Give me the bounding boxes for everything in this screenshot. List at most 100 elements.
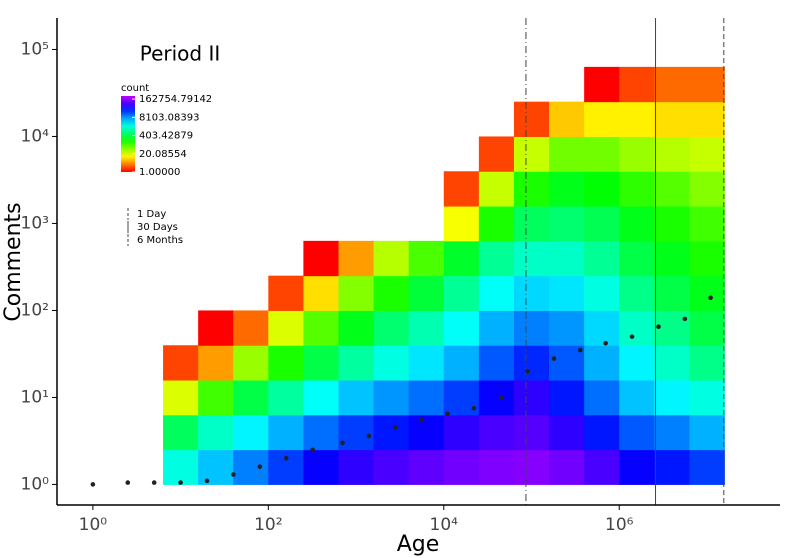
heatmap-cell (689, 380, 725, 416)
heatmap-cell (584, 310, 620, 346)
heatmap-cell (268, 345, 304, 381)
heatmap-cell (549, 240, 585, 277)
heatmap-cell (303, 414, 340, 451)
heatmap-cell (233, 345, 269, 381)
heatmap-cell (443, 171, 480, 207)
heatmap-cell (303, 240, 340, 277)
heatmap-cell (689, 101, 725, 137)
heatmap-cell (233, 414, 269, 451)
legend-label: 30 Days (137, 222, 178, 233)
median-point (445, 411, 450, 417)
colorbar (121, 96, 135, 172)
median-point (90, 482, 96, 487)
heatmap-cell (303, 380, 340, 416)
heatmap-cell (478, 414, 515, 451)
heatmap-cell (233, 310, 269, 346)
y-tick-label: 10² (21, 300, 49, 320)
heatmap-cell (689, 240, 725, 277)
heatmap-cell (689, 136, 725, 172)
heatmap-cell (619, 380, 655, 416)
heatmap-cell (303, 345, 340, 381)
heatmap-cell (619, 449, 655, 485)
heatmap-cell (513, 414, 550, 451)
median-point (682, 316, 688, 322)
heatmap-cell (689, 171, 725, 207)
median-point (366, 433, 372, 439)
median-point (340, 440, 345, 446)
median-point (257, 464, 263, 469)
heatmap-cell (268, 310, 304, 346)
heatmap-cell (654, 275, 690, 311)
x-tick-label: 10⁴ (430, 515, 459, 535)
heatmap-cell (338, 380, 375, 416)
heatmap-cell (549, 414, 585, 451)
colorbar-label: 8103.08393 (139, 112, 199, 123)
heatmap-cell (478, 275, 515, 311)
heatmap-cell (619, 206, 655, 242)
heatmap-cell (373, 449, 410, 485)
heatmap-cell (373, 240, 410, 277)
heatmap-cell (584, 380, 620, 416)
median-point (151, 480, 157, 485)
heatmap-cell (584, 206, 620, 242)
legend-label: 1 Day (137, 209, 166, 220)
heatmap-cell (619, 171, 655, 207)
heatmap-cell (654, 206, 690, 242)
heatmap-cell (619, 136, 655, 172)
heatmap-cell (654, 380, 690, 416)
colorbar-label: 1.00000 (139, 167, 180, 178)
median-point (392, 425, 398, 430)
heatmap-cell (584, 66, 620, 103)
heatmap-cell (689, 414, 725, 451)
y-tick-label: 10⁵ (21, 39, 49, 59)
heatmap-cell (478, 136, 515, 172)
y-tick-label: 10¹ (21, 387, 49, 407)
colorbar-title: count (121, 83, 149, 94)
heatmap-cell (338, 240, 375, 277)
heatmap-cell (654, 414, 690, 451)
heatmap-cell (163, 345, 199, 381)
median-point (204, 478, 210, 484)
heatmap-cell (549, 275, 585, 311)
heatmap-cell (408, 414, 445, 451)
heatmap-cell (513, 380, 550, 416)
annotation: Period II (140, 42, 221, 66)
y-axis-title: Comments (1, 202, 26, 321)
x-tick-label: 10⁶ (605, 515, 634, 535)
heatmap-cell (373, 310, 410, 346)
heatmap-cell (584, 240, 620, 277)
heatmap-cell (163, 449, 199, 485)
heatmap-cell (549, 380, 585, 416)
heatmap-cell (513, 240, 550, 277)
heatmap-cell (654, 171, 690, 207)
heatmap-cell (338, 414, 375, 451)
legend-label: 6 Months (137, 235, 183, 246)
y-tick-label: 10⁰ (21, 474, 50, 494)
x-tick-label: 10⁰ (79, 515, 108, 535)
heatmap-cell (478, 449, 515, 485)
heatmap-cell (584, 101, 620, 137)
heatmap-cell (584, 345, 620, 381)
heatmap-cell (373, 414, 410, 451)
y-tick-label: 10⁴ (21, 126, 50, 146)
heatmap-cell (198, 310, 234, 346)
median-point (283, 455, 289, 461)
colorbar-label: 403.42879 (139, 131, 193, 142)
heatmap-cell (513, 101, 550, 137)
heatmap-cell (443, 240, 480, 277)
median-point (471, 405, 477, 411)
heatmap-cell (443, 275, 480, 311)
heatmap-cell (303, 449, 340, 485)
heatmap-cell (513, 171, 550, 207)
heatmap-cell (513, 136, 550, 172)
heatmap-cell (268, 414, 304, 451)
heatmap-cell (513, 310, 550, 346)
median-point (178, 480, 183, 485)
heatmap-cell (198, 345, 234, 381)
heatmap-cell (373, 380, 410, 416)
heatmap-cell (513, 206, 550, 242)
median-point (498, 395, 504, 400)
heatmap-cell (233, 449, 269, 485)
heatmap-cell (619, 101, 655, 137)
heatmap-cell (689, 449, 725, 485)
